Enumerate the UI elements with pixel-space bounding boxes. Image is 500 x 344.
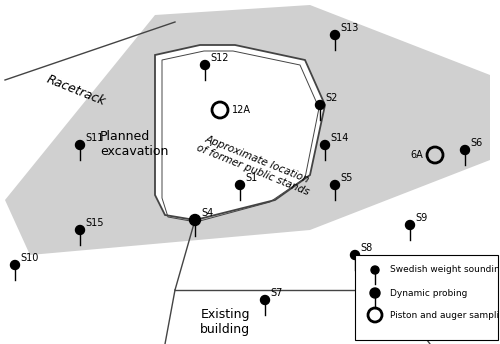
Circle shape xyxy=(260,295,270,304)
Text: Approximate location
of former public stands: Approximate location of former public st… xyxy=(195,132,315,197)
Text: S12: S12 xyxy=(210,53,229,63)
Text: Swedish weight sounding: Swedish weight sounding xyxy=(390,266,500,275)
Text: Racetrack: Racetrack xyxy=(45,72,108,108)
Circle shape xyxy=(320,140,330,150)
Text: S10: S10 xyxy=(20,253,38,263)
Circle shape xyxy=(190,215,200,226)
Text: S1: S1 xyxy=(245,173,257,183)
Text: 6A: 6A xyxy=(410,150,423,160)
Circle shape xyxy=(76,140,84,150)
Text: S7: S7 xyxy=(270,288,282,298)
Circle shape xyxy=(236,181,244,190)
Circle shape xyxy=(330,31,340,40)
Text: Existing
building: Existing building xyxy=(200,308,250,336)
Text: S14: S14 xyxy=(330,133,348,143)
Text: S15: S15 xyxy=(85,218,103,228)
Circle shape xyxy=(316,100,324,109)
Text: S2: S2 xyxy=(325,93,338,103)
Circle shape xyxy=(371,266,379,274)
Circle shape xyxy=(406,221,414,229)
Polygon shape xyxy=(155,45,325,220)
Text: S4: S4 xyxy=(201,208,213,218)
Text: S11: S11 xyxy=(85,133,103,143)
Polygon shape xyxy=(5,5,490,255)
Circle shape xyxy=(330,181,340,190)
Circle shape xyxy=(10,260,20,269)
Text: Piston and auger sampling: Piston and auger sampling xyxy=(390,311,500,320)
Text: Dynamic probing: Dynamic probing xyxy=(390,289,468,298)
Circle shape xyxy=(76,226,84,235)
Circle shape xyxy=(460,146,469,154)
Text: S8: S8 xyxy=(360,243,372,253)
Text: S5: S5 xyxy=(340,173,352,183)
Text: S13: S13 xyxy=(340,23,358,33)
Text: Planned
excavation: Planned excavation xyxy=(100,130,168,158)
Text: S6: S6 xyxy=(470,138,482,148)
Text: S9: S9 xyxy=(415,213,427,223)
Circle shape xyxy=(370,288,380,298)
Circle shape xyxy=(200,61,209,69)
Bar xyxy=(355,255,498,340)
Circle shape xyxy=(350,250,360,259)
Text: 12A: 12A xyxy=(232,105,251,115)
